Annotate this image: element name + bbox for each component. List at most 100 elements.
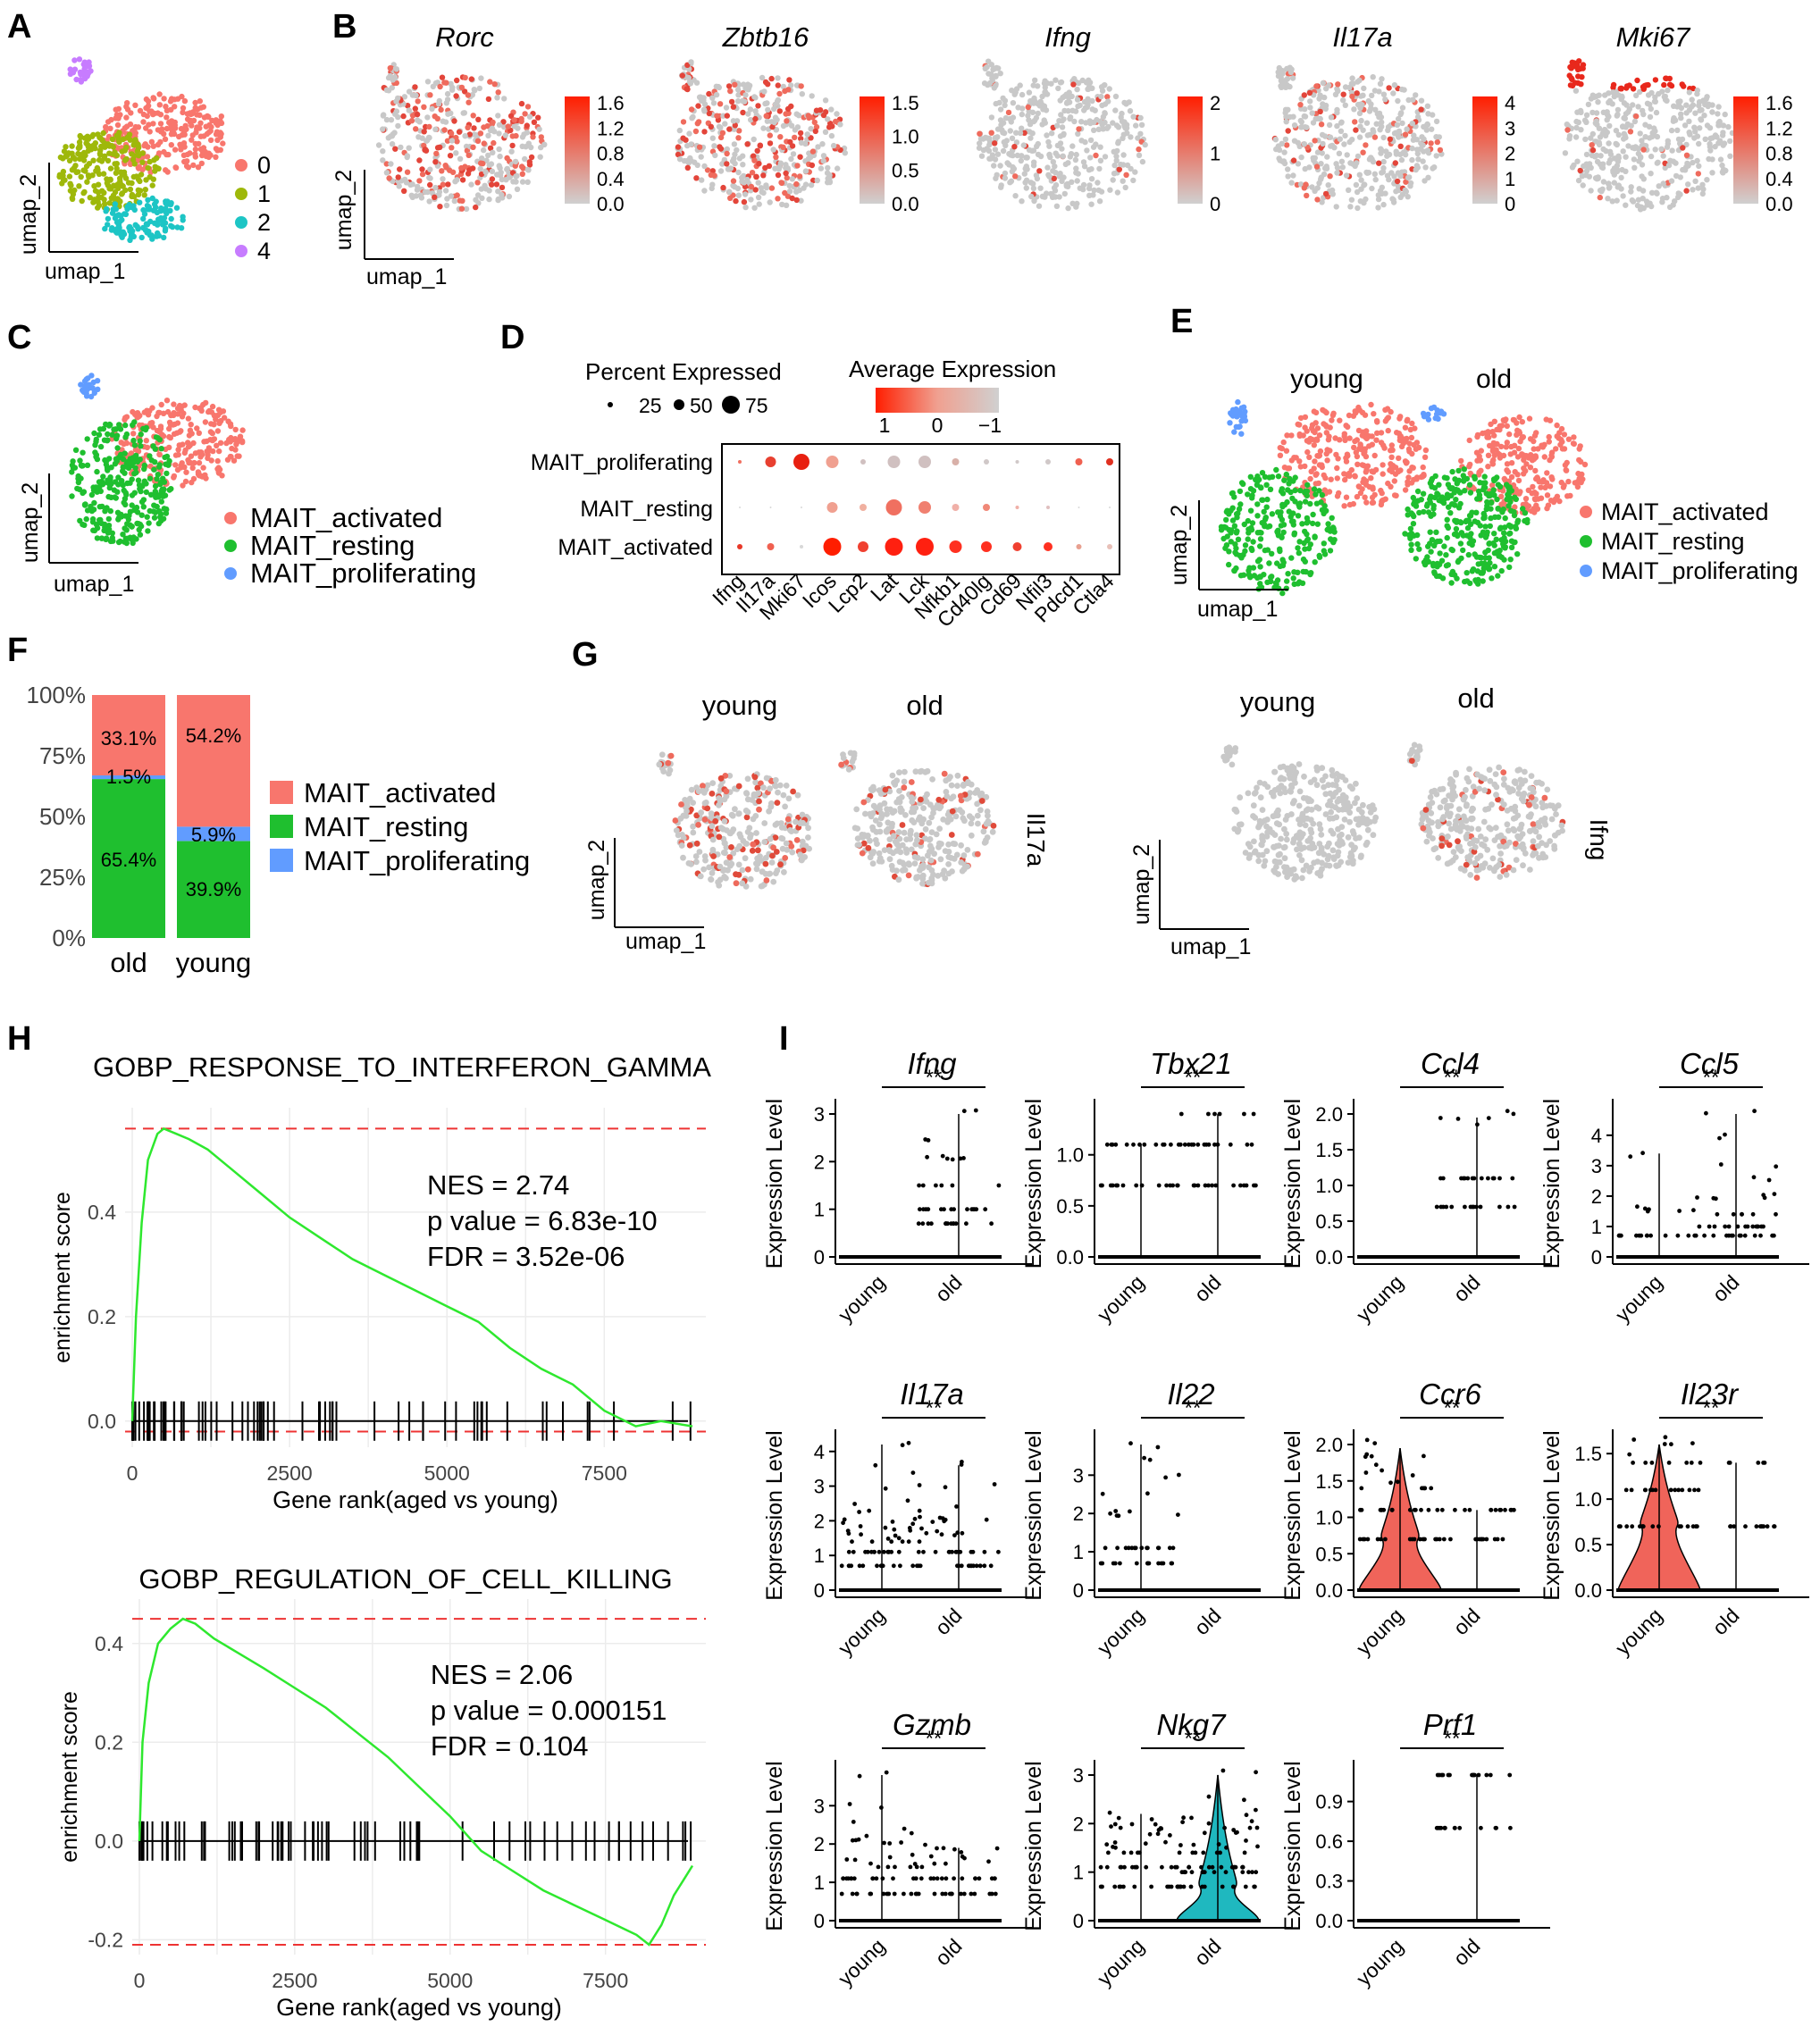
umap-point	[128, 233, 134, 240]
feature-point	[697, 873, 704, 880]
feature-point	[1600, 146, 1606, 153]
umap-point	[172, 125, 179, 131]
umap-point	[69, 493, 75, 499]
feature-point	[1671, 103, 1677, 110]
umap-point	[137, 107, 144, 114]
umap-point	[130, 437, 137, 444]
feature-point	[512, 158, 519, 165]
feature-point	[1097, 144, 1103, 150]
feature-point	[1019, 153, 1025, 159]
size-legend-dot-25	[608, 402, 613, 407]
feature-point	[1127, 108, 1134, 114]
legend-label-resting: MAIT_resting	[304, 811, 468, 842]
feature-point	[1328, 143, 1334, 149]
feature-point	[1685, 181, 1691, 188]
umap-point	[1544, 470, 1550, 476]
umap-point	[1291, 581, 1297, 588]
feature-point	[1124, 162, 1131, 169]
umap-point	[1549, 476, 1556, 482]
feature-point	[388, 117, 395, 123]
umap-point	[1341, 471, 1347, 477]
feature-point	[1409, 156, 1415, 163]
dot-mki67	[801, 507, 802, 508]
feature-point	[406, 145, 412, 151]
feature-point	[1139, 158, 1146, 165]
feature-point	[1309, 110, 1315, 116]
feature-point	[444, 138, 451, 144]
umap-point	[97, 135, 104, 141]
feature-point	[468, 76, 474, 82]
feature-point	[1631, 164, 1638, 171]
feature-point	[809, 148, 817, 155]
umap-point	[1457, 540, 1464, 547]
dot-cd69	[1015, 460, 1019, 464]
umap-point	[135, 187, 141, 193]
umap-point	[143, 125, 149, 131]
feature-point	[842, 150, 848, 156]
feature-point	[481, 147, 487, 154]
feature-point	[1414, 113, 1422, 121]
feature-point	[396, 183, 402, 189]
umap-point	[1286, 481, 1292, 487]
feature-point	[735, 92, 742, 98]
umap-point	[1478, 570, 1484, 576]
colorbar-rorc	[565, 96, 590, 204]
umap-point	[138, 512, 145, 518]
legend-cell-types: MAIT_activated MAIT_resting MAIT_prolife…	[224, 502, 476, 589]
umap-point	[87, 195, 94, 201]
feature-point	[711, 143, 717, 149]
umap-point	[141, 192, 147, 198]
y-tick-label: 75%	[39, 742, 86, 769]
umap-point	[1521, 471, 1527, 477]
umap-point	[80, 449, 86, 456]
feature-point	[1031, 95, 1037, 102]
feature-point	[1352, 119, 1358, 125]
colorbar-label: 1.0	[892, 126, 919, 148]
umap-point	[150, 508, 156, 515]
legend-swatch-resting	[270, 815, 293, 838]
umap-point	[217, 409, 223, 415]
umap-point	[137, 199, 143, 205]
umap-point	[132, 465, 138, 471]
umap-point	[110, 144, 116, 150]
feature-point	[736, 128, 742, 134]
umap-point	[114, 121, 122, 129]
feature-point	[380, 126, 386, 132]
feature-plots: Rorc1.61.20.80.40.0Zbtb161.51.00.50.0Ifn…	[375, 21, 1793, 215]
feature-point	[1032, 77, 1038, 84]
umap-cell-types	[69, 373, 246, 547]
feature-point	[436, 97, 442, 105]
feature-point	[1668, 178, 1675, 184]
feature-point	[1640, 176, 1648, 182]
feature-point	[768, 75, 775, 82]
feature-point	[785, 795, 793, 802]
panel-letter-b: B	[332, 8, 356, 46]
feature-point	[393, 66, 399, 72]
umap-point	[1272, 580, 1279, 586]
feature-point	[1683, 102, 1690, 108]
dot-lck	[918, 456, 931, 468]
feature-point	[465, 99, 472, 105]
umap-point	[1542, 484, 1548, 490]
feature-point	[756, 161, 762, 167]
feature-point	[1366, 156, 1373, 163]
umap-point	[181, 144, 188, 150]
umap-point	[1531, 456, 1538, 462]
gene-title-mki67: Mki67	[1616, 21, 1691, 53]
umap-point	[1504, 467, 1510, 473]
feature-point	[1011, 144, 1018, 150]
umap-point	[155, 110, 161, 116]
feature-point	[978, 153, 985, 159]
umap-point	[127, 228, 133, 234]
umap-point	[1296, 549, 1303, 557]
feature-point	[763, 113, 769, 119]
umap-point	[1502, 417, 1508, 424]
umap-point	[1434, 490, 1440, 497]
feature-point	[1373, 121, 1380, 127]
feature-point	[1356, 110, 1363, 117]
dotplot-dots	[737, 454, 1113, 556]
umap-point	[217, 118, 223, 124]
feature-point	[714, 113, 720, 119]
umap-point	[1455, 558, 1462, 565]
umap-point	[1328, 536, 1334, 542]
